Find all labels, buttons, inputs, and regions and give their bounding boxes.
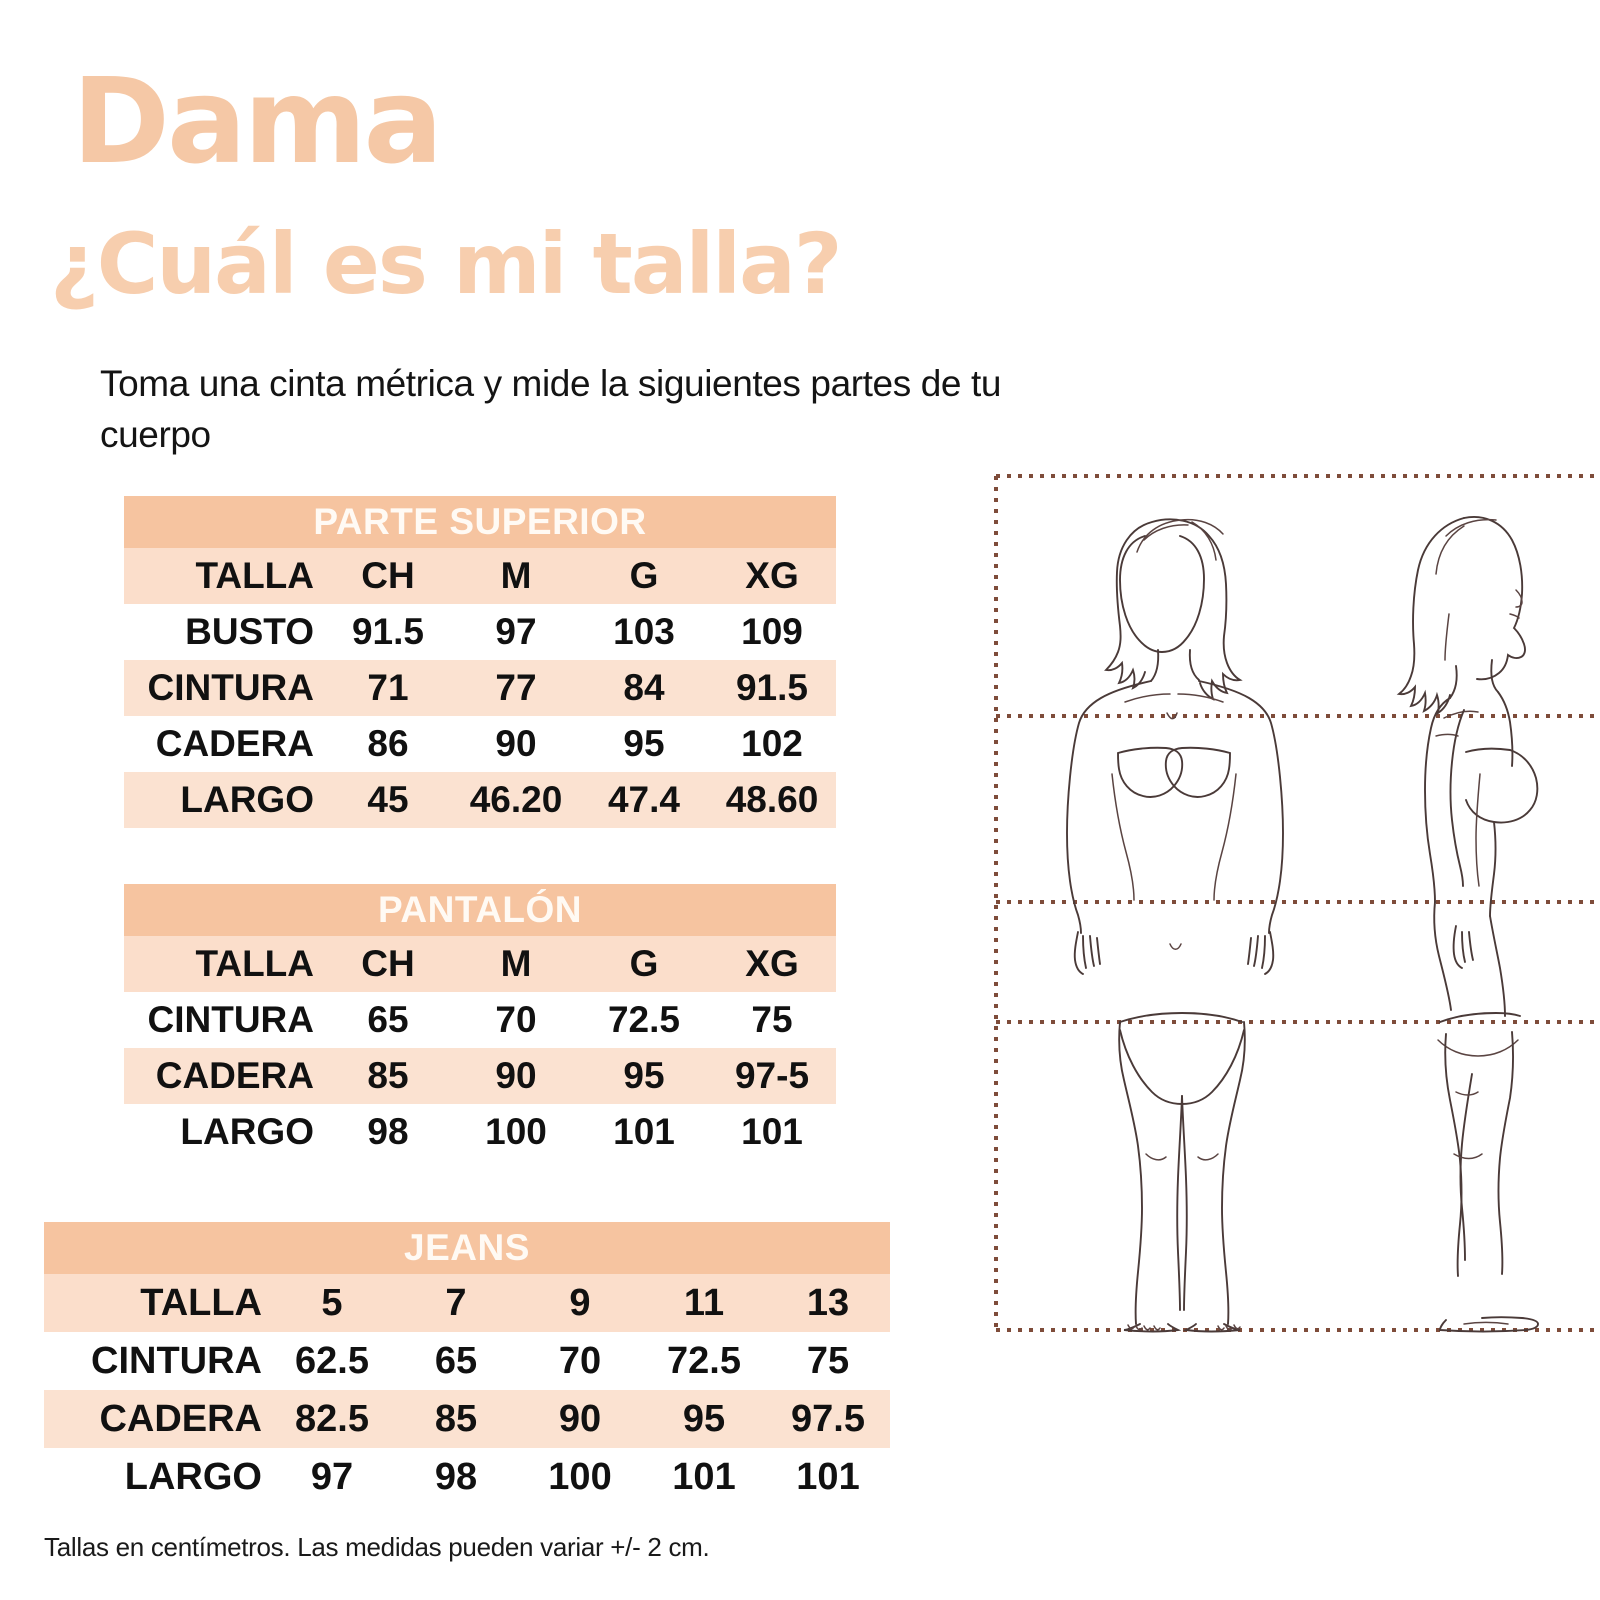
- cell-value: 85: [434, 1397, 478, 1440]
- cell-value: 91.5: [351, 611, 424, 652]
- table-row: CINTURA 71 77 84 91.5: [124, 660, 836, 716]
- table-jeans: JEANS TALLA 5 7 9 11 13 CINTURA 62.5 65 …: [44, 1222, 890, 1506]
- cell-value: 95: [623, 723, 665, 764]
- column-header-11: 11: [683, 1281, 725, 1324]
- table-row: CADERA 85 90 95 97-5: [124, 1048, 836, 1104]
- intro-instructions: Toma una cinta métrica y mide la siguien…: [100, 363, 1002, 456]
- cell-value: 70: [495, 999, 537, 1040]
- column-header-5: 5: [321, 1281, 343, 1324]
- table-row: LARGO 45 46.20 47.4 48.60: [124, 772, 836, 828]
- table-row: CINTURA 65 70 72.5 75: [124, 992, 836, 1048]
- table-row: CINTURA 62.5 65 70 72.5 75: [44, 1332, 890, 1390]
- cell-value: 85: [367, 1055, 409, 1096]
- cell-value: 100: [485, 1111, 547, 1152]
- table-row: LARGO 97 98 100 101 101: [44, 1448, 890, 1506]
- table-title: PARTE SUPERIOR: [124, 496, 836, 548]
- table-header-row: TALLA 5 7 9 11 13: [44, 1274, 890, 1332]
- table-parte-superior: PARTE SUPERIOR TALLA CH M G XG BUSTO 91.…: [124, 496, 836, 828]
- column-header-g: G: [629, 943, 659, 984]
- table-row: LARGO 98 100 101 101: [124, 1104, 836, 1160]
- row-label: CADERA: [99, 1397, 262, 1440]
- cell-value: 97-5: [734, 1055, 810, 1096]
- column-header-talla: TALLA: [140, 1281, 262, 1324]
- cell-value: 102: [741, 723, 803, 764]
- cell-value: 90: [495, 1055, 537, 1096]
- row-label: CADERA: [155, 1055, 314, 1096]
- cell-value: 75: [806, 1339, 850, 1382]
- cell-value: 97.5: [791, 1397, 865, 1440]
- row-label: LARGO: [180, 779, 314, 820]
- cell-value: 77: [495, 667, 537, 708]
- cell-value: 98: [367, 1111, 409, 1152]
- cell-value: 98: [434, 1455, 478, 1498]
- front-view-female-figure: [1066, 518, 1284, 1333]
- cell-value: 101: [613, 1111, 675, 1152]
- cell-value: 97: [495, 611, 537, 652]
- table-title: PANTALÓN: [124, 884, 836, 936]
- table-row: CADERA 86 90 95 102: [124, 716, 836, 772]
- column-header-talla: TALLA: [195, 943, 315, 984]
- table-pantalon: PANTALÓN TALLA CH M G XG CINTURA 65 70 7…: [124, 884, 836, 1160]
- cell-value: 75: [751, 999, 793, 1040]
- column-header-m: M: [500, 555, 532, 596]
- row-label: LARGO: [124, 1455, 262, 1498]
- cell-value: 103: [613, 611, 675, 652]
- cell-value: 47.4: [607, 779, 680, 820]
- page-subtitle: ¿Cuál es mi talla?: [50, 215, 843, 313]
- row-label: CINTURA: [91, 1339, 262, 1382]
- cell-value: 72.5: [607, 999, 680, 1040]
- cell-value: 90: [558, 1397, 602, 1440]
- column-header-m: M: [500, 943, 532, 984]
- column-header-13: 13: [806, 1281, 850, 1324]
- row-label: CADERA: [155, 723, 314, 764]
- cell-value: 72.5: [667, 1339, 741, 1382]
- cell-value: 95: [623, 1055, 665, 1096]
- side-view-female-figure: [1396, 516, 1539, 1333]
- cell-value: 45: [367, 779, 409, 820]
- cell-value: 84: [623, 667, 665, 708]
- cell-value: 70: [558, 1339, 602, 1382]
- cell-value: 95: [682, 1397, 726, 1440]
- cell-value: 46.20: [469, 779, 563, 820]
- cell-value: 101: [672, 1455, 736, 1498]
- column-header-ch: CH: [361, 555, 415, 596]
- table-title: JEANS: [44, 1222, 890, 1274]
- column-header-xg: XG: [745, 555, 799, 596]
- cell-value: 97: [310, 1455, 354, 1498]
- table-header-row: TALLA CH M G XG: [124, 548, 836, 604]
- cell-value: 65: [434, 1339, 478, 1382]
- table-header-row: TALLA CH M G XG: [124, 936, 836, 992]
- column-header-9: 9: [569, 1281, 591, 1324]
- table-row: CADERA 82.5 85 90 95 97.5: [44, 1390, 890, 1448]
- column-header-g: G: [629, 555, 659, 596]
- cell-value: 91.5: [735, 667, 808, 708]
- row-label: CINTURA: [147, 667, 314, 708]
- column-header-talla: TALLA: [195, 555, 315, 596]
- cell-value: 65: [367, 999, 409, 1040]
- cell-value: 82.5: [295, 1397, 369, 1440]
- cell-value: 90: [495, 723, 537, 764]
- row-label: LARGO: [180, 1111, 314, 1152]
- column-header-7: 7: [445, 1281, 467, 1324]
- cell-value: 48.60: [725, 779, 819, 820]
- cell-value: 62.5: [295, 1339, 369, 1382]
- cell-value: 101: [796, 1455, 860, 1498]
- cell-value: 86: [367, 723, 409, 764]
- column-header-ch: CH: [361, 943, 415, 984]
- cell-value: 109: [741, 611, 803, 652]
- footnote-text: Tallas en centímetros. Las medidas puede…: [44, 1532, 710, 1562]
- row-label: CINTURA: [147, 999, 314, 1040]
- row-label: BUSTO: [185, 611, 314, 652]
- body-measurement-illustration: .fl { fill:none; stroke:#4a3a38; stroke-…: [994, 474, 1600, 1334]
- cell-value: 71: [367, 667, 409, 708]
- column-header-xg: XG: [745, 943, 799, 984]
- page-title: Dama: [72, 52, 443, 190]
- cell-value: 100: [548, 1455, 612, 1498]
- table-row: BUSTO 91.5 97 103 109: [124, 604, 836, 660]
- cell-value: 101: [741, 1111, 803, 1152]
